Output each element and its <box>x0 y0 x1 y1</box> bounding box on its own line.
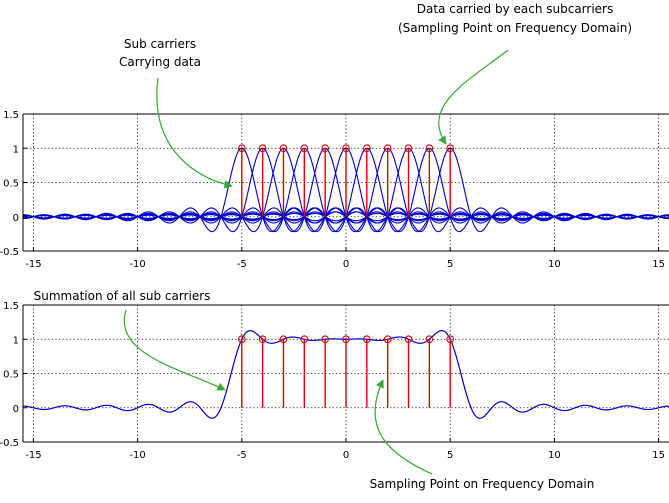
stem-marker <box>404 144 413 153</box>
stem-marker <box>446 144 455 153</box>
x-tick-label: -5 <box>237 259 247 270</box>
x-tick-label: 5 <box>447 450 453 461</box>
y-tick-label: 0 <box>13 404 19 415</box>
summation-plot: -15 -10 -5 0 5 10 15 -0.5 0 0.5 1 1.5 <box>0 301 669 461</box>
y-tick-label: 1.5 <box>3 301 19 312</box>
x-tick-label: -10 <box>129 450 145 461</box>
y-tick-label: -0.5 <box>0 247 19 258</box>
subcarriers-plot: -15 -10 -5 0 5 10 15 -0.5 0 0.5 1 1.5 <box>0 110 669 270</box>
stem-marker <box>425 335 434 344</box>
annotation-arrow <box>374 379 433 475</box>
annotation-summation: Summation of all sub carriers <box>34 289 226 391</box>
stem-marker <box>279 335 288 344</box>
stem-marker <box>362 335 371 344</box>
annotation-arrow <box>156 77 233 189</box>
annotation-data-points: Data carried by each subcarriers (Sampli… <box>398 2 632 145</box>
stem-marker <box>237 335 246 344</box>
stem-marker <box>383 335 392 344</box>
x-tick-label: -15 <box>25 259 41 270</box>
y-tick-label: 0.5 <box>3 370 19 381</box>
stem-marker <box>446 335 455 344</box>
annotation-data-line2: (Sampling Point on Frequency Domain) <box>398 21 632 35</box>
stem-marker <box>258 144 267 153</box>
x-tick-label: 0 <box>343 259 349 270</box>
x-tick-label: 10 <box>548 450 561 461</box>
x-tick-label: 15 <box>652 259 665 270</box>
stem-marker <box>300 144 309 153</box>
annotation-arrow <box>438 49 509 145</box>
annotation-sampling-text: Sampling Point on Frequency Domain <box>370 477 595 491</box>
stem-marker <box>425 144 434 153</box>
x-tick-label: 0 <box>343 450 349 461</box>
annotation-subcarriers-line1: Sub carriers <box>124 37 196 51</box>
x-tick-label: 15 <box>652 450 665 461</box>
annotation-arrow <box>123 309 226 391</box>
y-tick-label: 1 <box>13 144 19 155</box>
sample-stems <box>237 144 455 217</box>
y-tick-label: -0.5 <box>0 438 19 449</box>
y-tick-label: 0 <box>13 213 19 224</box>
stem-marker <box>321 335 330 344</box>
x-tick-label: -15 <box>25 450 41 461</box>
stem-marker <box>342 144 350 153</box>
annotation-subcarriers-line2: Carrying data <box>119 55 201 69</box>
y-tick-label: 0.5 <box>3 179 19 190</box>
annotation-summation-text: Summation of all sub carriers <box>34 289 211 303</box>
x-tick-label: -5 <box>237 450 247 461</box>
annotation-sampling: Sampling Point on Frequency Domain <box>370 379 595 491</box>
sample-stems <box>237 335 455 408</box>
stem-marker <box>300 335 309 344</box>
annotation-subcarriers: Sub carriers Carrying data <box>119 37 233 189</box>
stem-marker <box>383 144 392 153</box>
stem-marker <box>362 144 371 153</box>
stem-marker <box>342 335 350 344</box>
stem-marker <box>279 144 288 153</box>
stem-marker <box>321 144 330 153</box>
stem-marker <box>404 335 413 344</box>
x-tick-label: 5 <box>447 259 453 270</box>
y-tick-label: 1.5 <box>3 110 19 121</box>
annotation-data-line1: Data carried by each subcarriers <box>417 2 614 16</box>
stem-marker <box>258 335 267 344</box>
x-tick-label: 10 <box>548 259 561 270</box>
y-tick-label: 1 <box>13 335 19 346</box>
x-tick-label: -10 <box>129 259 145 270</box>
stem-marker <box>237 144 246 153</box>
